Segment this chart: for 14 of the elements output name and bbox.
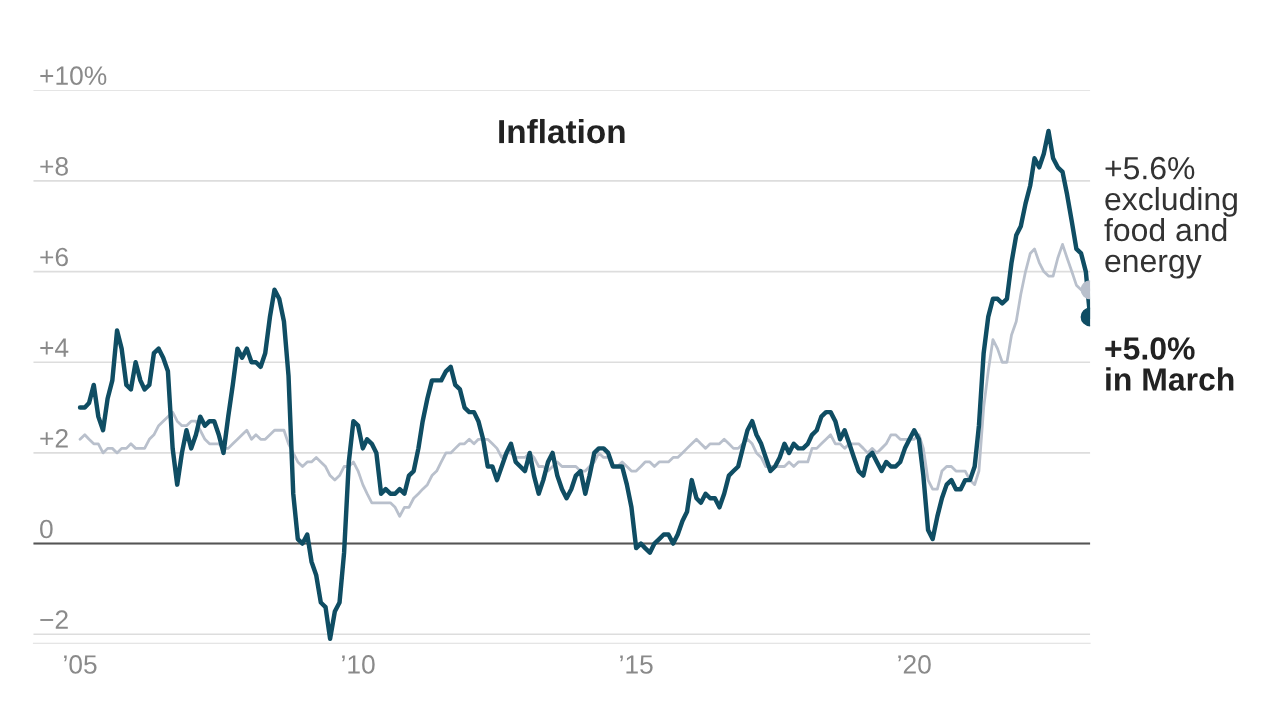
annotation: +5.0% in March xyxy=(1105,337,1234,391)
annotation: +5.6% excluding food and energy xyxy=(1104,156,1237,279)
x-tick-label: ’20 xyxy=(898,655,931,674)
y-tick-label: +8 xyxy=(40,157,68,176)
x-tick-label: ’15 xyxy=(620,655,653,674)
x-tick-label: ’05 xyxy=(64,655,97,674)
y-tick-label: +10% xyxy=(40,66,107,86)
y-tick-label: −2 xyxy=(40,610,68,629)
x-tick-label: ’10 xyxy=(342,655,375,674)
y-tick-label: +2 xyxy=(40,429,68,448)
y-tick-label: 0 xyxy=(40,519,53,539)
text: Inflation xyxy=(499,118,625,144)
y-tick-label: +6 xyxy=(40,247,68,267)
y-tick-label: +4 xyxy=(40,338,69,357)
